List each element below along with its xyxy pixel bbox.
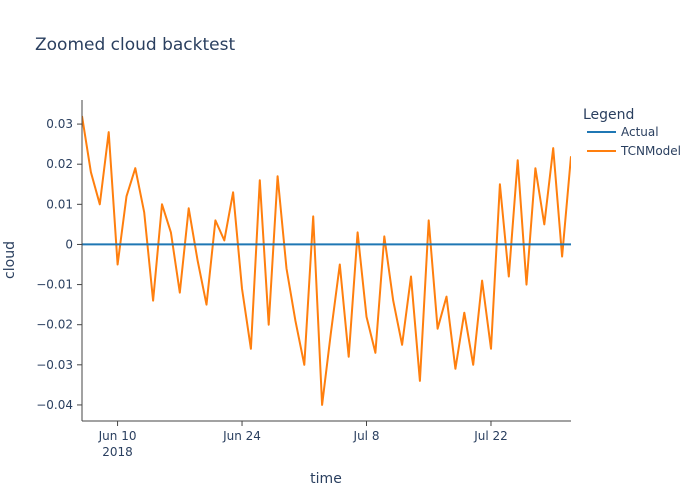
y-tick-label: 0.01 xyxy=(46,197,73,211)
legend-items: Actual TCNModel xyxy=(587,125,681,158)
x-axis-ticks: Jun 10 2018 Jun 24 Jul 8 Jul 22 xyxy=(98,421,508,459)
y-tick-label: −0.02 xyxy=(36,318,73,332)
y-axis-ticks: 0.03 0.02 0.01 0 −0.01 −0.02 −0.03 −0.04 xyxy=(36,117,82,412)
y-tick-label: 0.02 xyxy=(46,157,73,171)
x-tick-year-label: 2018 xyxy=(102,445,133,459)
y-tick-label: −0.01 xyxy=(36,278,73,292)
y-tick-label: −0.04 xyxy=(36,398,73,412)
legend-title: Legend xyxy=(583,107,634,123)
x-tick-label: Jun 24 xyxy=(222,429,261,443)
y-axis-title: cloud xyxy=(2,241,18,279)
y-tick-label: 0.03 xyxy=(46,117,73,131)
y-tick-label: 0 xyxy=(65,237,73,251)
series-line-tcnmodel xyxy=(82,115,571,406)
x-axis-title: time xyxy=(310,471,342,487)
legend: Legend Actual TCNModel xyxy=(583,107,681,158)
x-tick-label: Jul 8 xyxy=(353,429,380,443)
x-tick-label: Jun 10 xyxy=(98,429,137,443)
plot-area xyxy=(82,115,571,406)
y-tick-label: −0.03 xyxy=(36,358,73,372)
chart-title: Zoomed cloud backtest xyxy=(35,35,235,55)
legend-label-actual: Actual xyxy=(621,125,659,139)
x-tick-label: Jul 22 xyxy=(473,429,508,443)
legend-label-tcnmodel: TCNModel xyxy=(620,144,681,158)
